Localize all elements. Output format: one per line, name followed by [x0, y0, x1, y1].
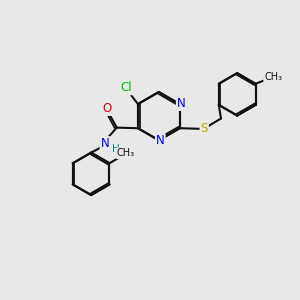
Text: CH₃: CH₃	[117, 148, 135, 158]
Text: S: S	[200, 122, 208, 135]
Text: Cl: Cl	[120, 81, 132, 94]
Text: O: O	[103, 102, 112, 115]
Text: N: N	[177, 97, 186, 110]
Text: N: N	[100, 137, 109, 150]
Text: CH₃: CH₃	[264, 72, 282, 82]
Text: N: N	[156, 134, 165, 147]
Text: H: H	[112, 144, 120, 154]
